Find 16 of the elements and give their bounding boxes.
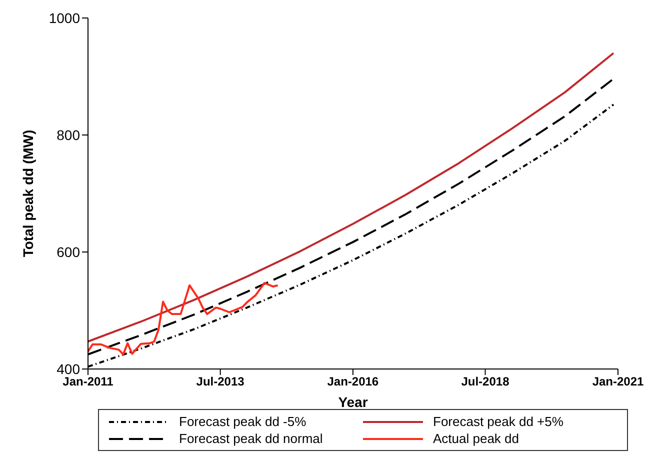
x-tick-label: Jan-2011 [62, 374, 114, 389]
x-tick-label: Jan-2021 [592, 374, 644, 389]
legend-label: Forecast peak dd +5% [433, 414, 564, 429]
x-axis-title: Year [338, 394, 368, 410]
y-tick-label: 800 [56, 126, 80, 143]
x-tick-label: Jan-2016 [327, 374, 379, 389]
y-tick-label: 400 [56, 360, 80, 377]
legend-label: Actual peak dd [433, 431, 520, 446]
y-axis-title: Total peak dd (MW) [20, 130, 36, 258]
y-tick-label: 600 [56, 244, 80, 260]
legend-label: Forecast peak dd -5% [179, 414, 306, 429]
x-tick-label: Jul-2018 [461, 374, 510, 389]
legend-label: Forecast peak dd normal [179, 431, 323, 446]
line-series [88, 282, 279, 356]
y-tick-label: 1000 [48, 10, 80, 26]
x-tick-label: Jul-2013 [196, 374, 245, 389]
